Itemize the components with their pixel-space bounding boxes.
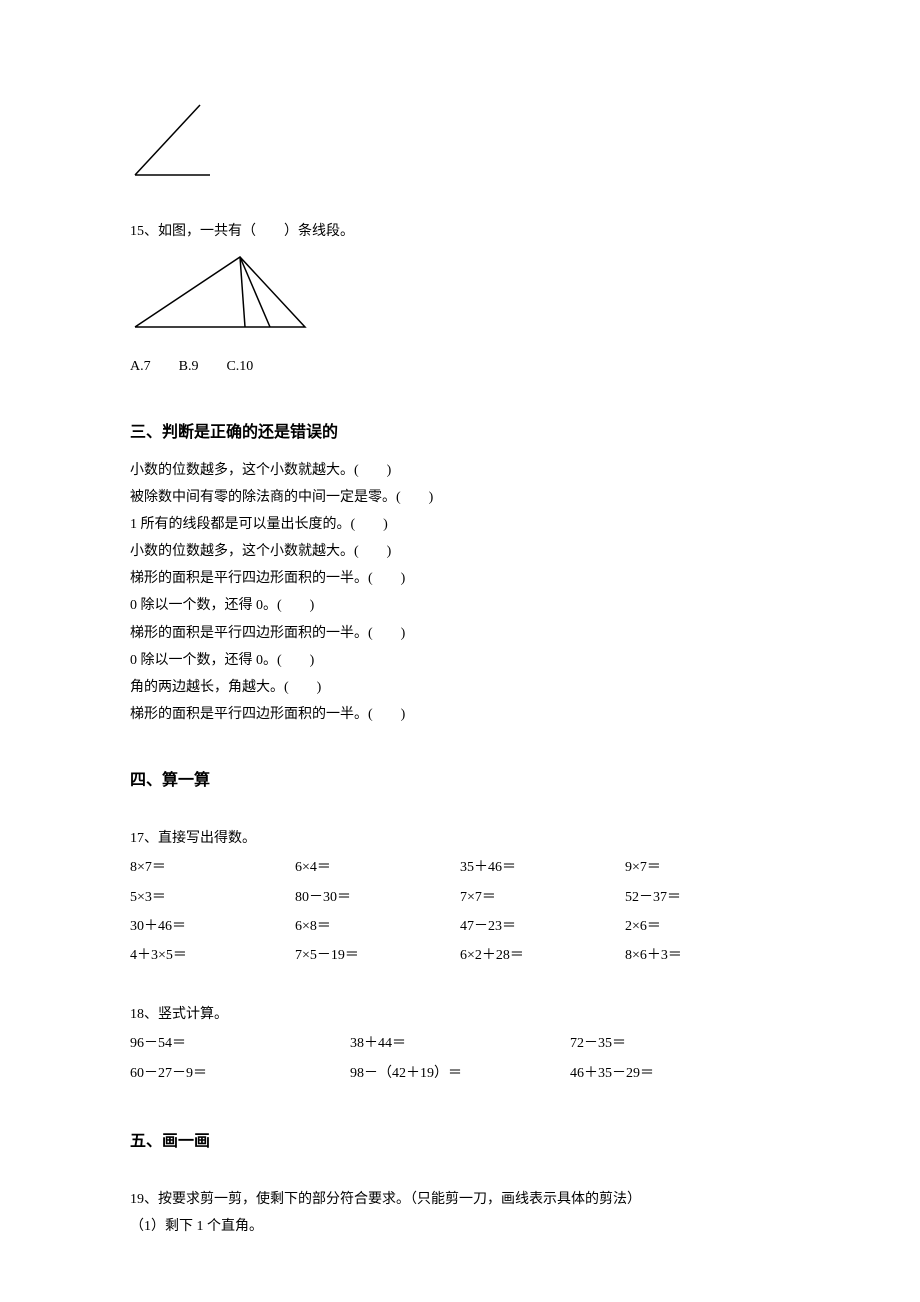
calc-cell: 7×5－19＝ [295,941,460,970]
tf-item: 梯形的面积是平行四边形面积的一半。( ) [130,702,790,727]
calc-cell: 30＋46＝ [130,912,295,941]
q17-table: 8×7＝ 6×4＝ 35＋46＝ 9×7＝ 5×3＝ 80－30＝ 7×7＝ 5… [130,853,790,970]
calc-cell: 7×7＝ [460,883,625,912]
calc-cell: 8×6＋3＝ [625,941,790,970]
figure-angle [130,100,790,189]
calc-cell: 4＋3×5＝ [130,941,295,970]
calc-cell: 2×6＝ [625,912,790,941]
table-row: 30＋46＝ 6×8＝ 47－23＝ 2×6＝ [130,912,790,941]
tf-item: 角的两边越长，角越大。( ) [130,675,790,700]
calc-cell: 6×2＋28＝ [460,941,625,970]
table-row: 60－27－9＝ 98－（42＋19）＝ 46＋35－29＝ [130,1059,790,1088]
section5-title: 五、画一画 [130,1128,790,1157]
page-container: 15、如图，一共有（ ）条线段。 A.7 B.9 C.10 三、判断是正确的还是… [0,0,920,1302]
tf-item: 梯形的面积是平行四边形面积的一半。( ) [130,566,790,591]
tf-item: 梯形的面积是平行四边形面积的一半。( ) [130,621,790,646]
calc-cell: 52－37＝ [625,883,790,912]
calc-cell: 6×4＝ [295,853,460,882]
tf-item: 被除数中间有零的除法商的中间一定是零。( ) [130,485,790,510]
tf-item: 小数的位数越多，这个小数就越大。( ) [130,458,790,483]
tf-item: 0 除以一个数，还得 0。( ) [130,593,790,618]
calc-cell: 60－27－9＝ [130,1059,350,1088]
tf-item: 1 所有的线段都是可以量出长度的。( ) [130,512,790,537]
table-row: 4＋3×5＝ 7×5－19＝ 6×2＋28＝ 8×6＋3＝ [130,941,790,970]
tf-item: 0 除以一个数，还得 0。( ) [130,648,790,673]
calc-cell: 46＋35－29＝ [570,1059,790,1088]
calc-cell: 98－（42＋19）＝ [350,1059,570,1088]
q19-prompt: 19、按要求剪一剪，使剩下的部分符合要求。（只能剪一刀，画线表示具体的剪法） [130,1187,790,1212]
calc-cell: 5×3＝ [130,883,295,912]
triangle-svg [130,252,310,332]
calc-cell: 96－54＝ [130,1029,350,1058]
table-row: 5×3＝ 80－30＝ 7×7＝ 52－37＝ [130,883,790,912]
q15-options: A.7 B.9 C.10 [130,354,790,379]
tf-item: 小数的位数越多，这个小数就越大。( ) [130,539,790,564]
calc-cell: 72－35＝ [570,1029,790,1058]
q17-prompt: 17、直接写出得数。 [130,826,790,851]
calc-cell: 6×8＝ [295,912,460,941]
calc-cell: 38＋44＝ [350,1029,570,1058]
calc-cell: 8×7＝ [130,853,295,882]
section3-title: 三、判断是正确的还是错误的 [130,419,790,448]
calc-cell: 80－30＝ [295,883,460,912]
angle-svg [130,100,220,180]
q19-sub1: （1）剩下 1 个直角。 [130,1214,790,1239]
calc-cell: 9×7＝ [625,853,790,882]
q15-prompt: 15、如图，一共有（ ）条线段。 [130,219,790,244]
table-row: 96－54＝ 38＋44＝ 72－35＝ [130,1029,790,1058]
q18-prompt: 18、竖式计算。 [130,1002,790,1027]
section4-title: 四、算一算 [130,767,790,796]
figure-triangle [130,252,790,341]
table-row: 8×7＝ 6×4＝ 35＋46＝ 9×7＝ [130,853,790,882]
calc-cell: 47－23＝ [460,912,625,941]
section3-items: 小数的位数越多，这个小数就越大。( ) 被除数中间有零的除法商的中间一定是零。(… [130,458,790,728]
calc-cell: 35＋46＝ [460,853,625,882]
q18-table: 96－54＝ 38＋44＝ 72－35＝ 60－27－9＝ 98－（42＋19）… [130,1029,790,1087]
